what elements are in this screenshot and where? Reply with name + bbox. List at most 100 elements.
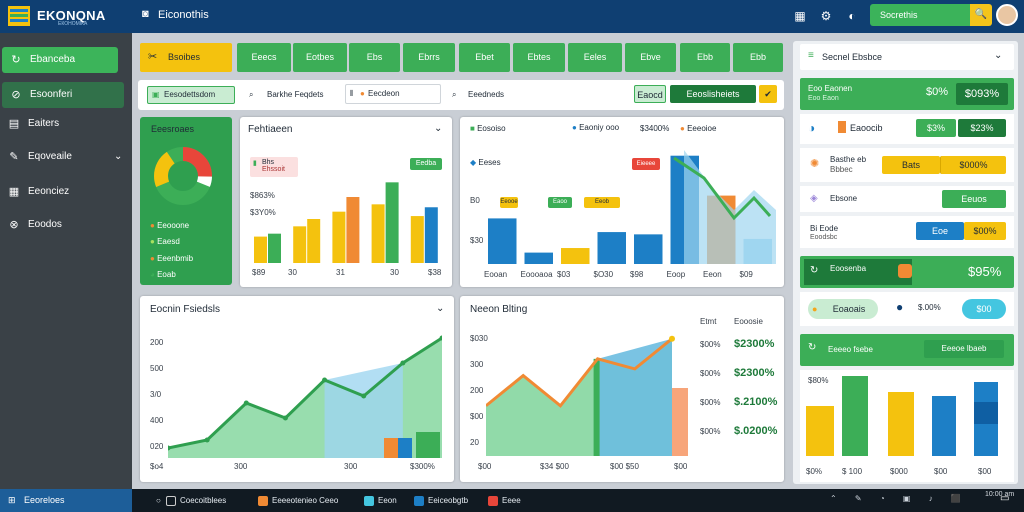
taskbar-item-2[interactable]: Eeon bbox=[364, 493, 404, 509]
chevron-down-icon[interactable]: ⌄ bbox=[436, 303, 445, 314]
chevron-down-icon[interactable]: ⌄ bbox=[994, 50, 1003, 61]
mixed-bar-0 bbox=[488, 218, 517, 264]
taskbar-start[interactable]: ⊞ Eeoreloes bbox=[0, 489, 132, 512]
tag-filter[interactable]: ▣ Eesodettsdom bbox=[147, 86, 235, 104]
bar-x-label-4: $38 bbox=[428, 268, 442, 277]
sidebar-item-1[interactable]: ⊘ Esoonferi bbox=[2, 82, 124, 108]
split-x-label-2: $00 $50 bbox=[610, 462, 639, 471]
user-avatar[interactable] bbox=[996, 4, 1018, 26]
tab-5[interactable]: Ebet bbox=[459, 43, 510, 72]
tab-1[interactable]: Eeecs bbox=[237, 43, 291, 72]
bar-panel-chip: Eeeoe lbaeb bbox=[924, 340, 1004, 358]
tab-3[interactable]: Ebs bbox=[349, 43, 400, 72]
bar-y-label-0: $863% bbox=[250, 191, 275, 200]
legend-dot-icon: ● bbox=[150, 221, 155, 230]
tab-2[interactable]: Eotbes bbox=[293, 43, 347, 72]
sidebar-item-0[interactable]: ↻ Ebanceba bbox=[2, 47, 118, 73]
mixed-x-label-7: $09 bbox=[739, 270, 753, 279]
info-icon: ● bbox=[896, 300, 904, 314]
system-tray-icons[interactable]: ⌃ ✎ ◔ ▣ ♪ ⬛ bbox=[830, 494, 969, 503]
tab-10[interactable]: Ebb bbox=[733, 43, 783, 72]
search-field-2[interactable]: ⌕ Eeedneds bbox=[450, 86, 540, 104]
split-y-label-4: 20 bbox=[470, 438, 479, 447]
taskbar-item-1[interactable]: Eeeeotenieo Ceeo bbox=[258, 493, 354, 509]
area1-point-6 bbox=[400, 360, 406, 366]
search-field-1[interactable]: ⌕ Barkhe Feqdets bbox=[247, 86, 337, 104]
filter-button-2[interactable]: Eeoslisheiets bbox=[670, 85, 756, 103]
settings-icon[interactable]: ⚙ bbox=[820, 9, 832, 23]
right-bar-3 bbox=[932, 396, 956, 456]
tab-7[interactable]: Eeles bbox=[568, 43, 622, 72]
legend-dot-icon: ● bbox=[150, 254, 155, 263]
mixed-area bbox=[684, 150, 776, 264]
bar-2-1 bbox=[346, 197, 360, 263]
menu-icon[interactable]: ≡ bbox=[808, 50, 814, 61]
mixed-y-label-1: $30 bbox=[470, 236, 484, 245]
taskbar-item-4[interactable]: Eeee bbox=[488, 493, 528, 509]
app-icon: ◙ bbox=[142, 8, 149, 20]
chevron-down-icon[interactable]: ⌄ bbox=[114, 151, 123, 162]
sidebar-item-2[interactable]: ▤ Eaiters bbox=[0, 111, 130, 137]
brand-name: EKONQNA bbox=[37, 8, 106, 23]
right-row-5-b: $.00% bbox=[918, 303, 941, 312]
search-icon[interactable]: ○ bbox=[156, 496, 161, 505]
split-x-label-1: $34 $00 bbox=[540, 462, 569, 471]
gear-icon: ✺ bbox=[810, 158, 820, 170]
area-y-label-1: 500 bbox=[150, 364, 164, 373]
badge-icon bbox=[898, 264, 912, 278]
tab-6[interactable]: Ebtes bbox=[513, 43, 565, 72]
refresh-icon: ↻ bbox=[11, 54, 21, 66]
legend-dot-icon: ● bbox=[150, 237, 155, 246]
small-chip-0: Eeooe bbox=[500, 197, 518, 208]
bar-chip: ▮ Bhs Ehssoit bbox=[250, 157, 298, 177]
right-bar-2 bbox=[888, 392, 914, 456]
bar-chart-1 bbox=[254, 182, 438, 263]
kpi-percent: $0% bbox=[926, 86, 949, 98]
donut-legend-2: ● Eeenbmib bbox=[150, 254, 194, 263]
grid-icon[interactable]: ▦ bbox=[794, 9, 806, 23]
tab-8[interactable]: Ebve bbox=[625, 43, 676, 72]
calendar-icon: ▦ bbox=[8, 186, 20, 198]
pie-icon: ◑ bbox=[808, 121, 816, 135]
bar-y-label-1: $3Y0% bbox=[250, 208, 276, 217]
notification-icon[interactable]: ▭ bbox=[1000, 493, 1010, 504]
tab-4[interactable]: Ebrrs bbox=[403, 43, 455, 72]
sidebar-item-3[interactable]: ✎ Eqoveaile ⌄ bbox=[0, 144, 130, 170]
coin-icon: ● bbox=[812, 304, 818, 314]
check-icon[interactable]: ✔ bbox=[759, 85, 777, 103]
right-row-4-sub: Eoodsbc bbox=[810, 234, 838, 241]
small-chip-3: Eieeee bbox=[632, 158, 660, 170]
area-y-label-0: 200 bbox=[150, 338, 164, 347]
document-icon: ▤ bbox=[8, 118, 20, 130]
chevron-down-icon[interactable]: ⌄ bbox=[434, 123, 443, 134]
logo-icon bbox=[8, 6, 30, 26]
taskbar-item-3[interactable]: Eeiceobgtb bbox=[414, 493, 480, 509]
split-y-label-3: $00 bbox=[470, 412, 484, 421]
field-select[interactable]: ⫴ ● Eecdeon bbox=[345, 84, 441, 104]
donut-legend-3: ◕ Eoab bbox=[150, 270, 176, 279]
sidebar-item-4[interactable]: ▦ Eeonciez bbox=[0, 179, 130, 205]
tab-0[interactable]: ✂ Bsoibes bbox=[140, 43, 232, 72]
mixed-chart bbox=[488, 150, 776, 264]
filter-button-1[interactable]: Eaocd bbox=[634, 85, 666, 103]
bar-panel-x-2: $000 bbox=[890, 467, 908, 476]
split-table-key-0: $00% bbox=[700, 340, 721, 349]
tag-icon: ◈ bbox=[810, 193, 818, 204]
sidebar-item-5[interactable]: ⊗ Eoodos bbox=[0, 212, 130, 238]
top-search-input[interactable]: Socrethis bbox=[870, 4, 970, 26]
area1-line bbox=[168, 336, 442, 450]
mixed-x-axis: Eooan Eoooaoa $03 $O30 $98 Eoop Eeon $09 bbox=[470, 270, 780, 280]
taskbar-item-0[interactable]: Coecoitblees bbox=[166, 493, 252, 509]
right-row-3-a: Eeuos bbox=[942, 190, 1006, 208]
theme-icon[interactable]: ◐ bbox=[848, 9, 856, 23]
bar-green-chip: Eedba bbox=[410, 158, 442, 170]
split-x-label-3: $00 bbox=[674, 462, 688, 471]
tab-9[interactable]: Ebb bbox=[680, 43, 730, 72]
bar-x-label-1: 30 bbox=[288, 268, 297, 277]
mixed-x-label-2: $03 bbox=[557, 270, 571, 279]
area2-bar-0 bbox=[593, 358, 600, 456]
search-icon[interactable]: 🔍 bbox=[970, 4, 992, 26]
taskbar bbox=[0, 489, 1024, 512]
area-x-label-3: $300% bbox=[410, 462, 435, 471]
app-title: Eiconothis bbox=[158, 9, 209, 21]
